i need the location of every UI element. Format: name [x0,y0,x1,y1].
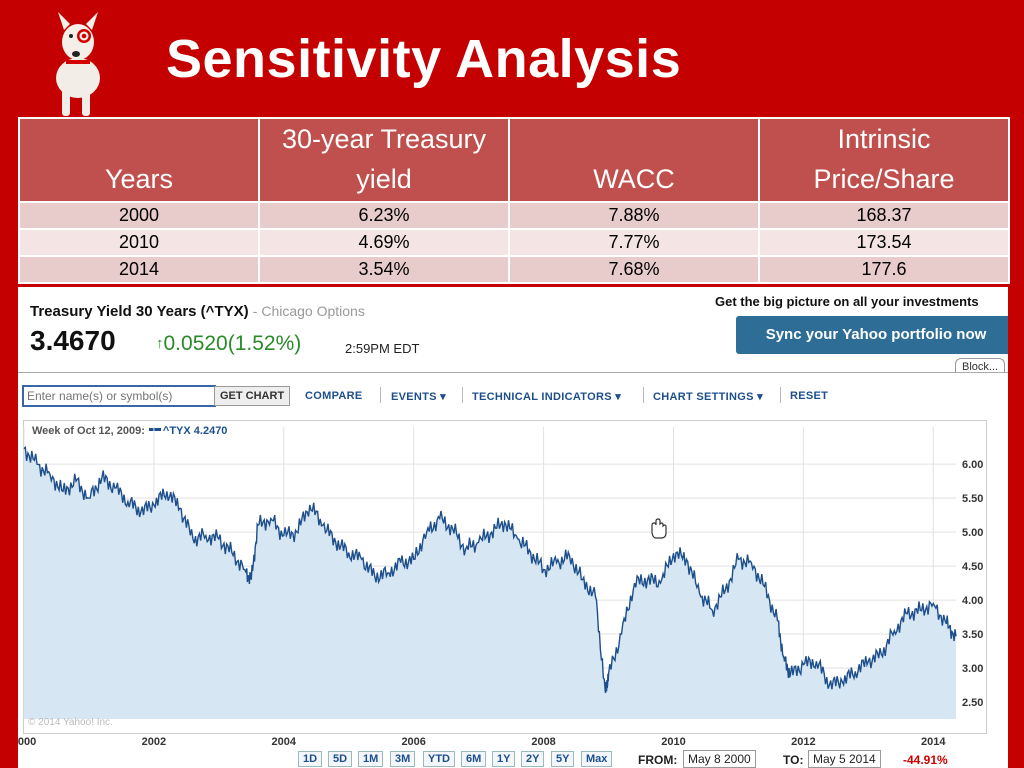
quote-time: 2:59PM EDT [345,341,420,356]
x-tick-label: 2010 [661,736,685,748]
cell-year: 2010 [18,228,260,257]
cell-wacc: 7.88% [508,201,760,230]
table-row: 2010 4.69% 7.77% 173.54 [18,228,1010,257]
sensitivity-table: Years 30-year Treasury yield WACC Intrin… [18,117,1010,284]
cell-price: 173.54 [758,228,1010,257]
y-tick-label: 6.00 [962,459,983,471]
caret-down-icon: ▾ [757,391,763,403]
y-tick-label: 3.00 [962,663,983,675]
copyright: © 2014 Yahoo! Inc. [28,717,113,728]
range-5d[interactable]: 5D [328,751,353,767]
series-swatch [148,428,161,431]
series-line [23,445,957,694]
range-bar: 1D 5D 1M 3M YTD 6M 1Y 2Y 5Y Max FROM: Ma… [18,749,1008,768]
quote-source: - Chicago Options [252,303,365,319]
cell-year: 2000 [18,201,260,230]
toolbar-divider [643,387,644,403]
week-label: Week of Oct 12, 2009: [32,425,145,437]
table-row: 2014 3.54% 7.68% 177.6 [18,255,1010,284]
range-ytd[interactable]: YTD [423,751,455,767]
range-6m[interactable]: 6M [461,751,487,767]
x-tick-label: 2002 [142,736,166,748]
cell-year: 2014 [18,255,260,284]
events-menu[interactable]: EVENTS ▾ [391,390,446,403]
range-5y[interactable]: 5Y [551,751,575,767]
header-wacc: WACC [508,117,760,203]
block-tab[interactable]: Block... [955,358,1006,375]
range-1y[interactable]: 1Y [492,751,516,767]
change-value: 0.0520 [163,332,228,355]
quote-name: Treasury Yield 30 Years (^TYX) [30,303,249,320]
settings-label: CHART SETTINGS [653,391,754,403]
reset-button[interactable]: RESET [790,390,829,402]
chart-settings-menu[interactable]: CHART SETTINGS ▾ [653,390,763,403]
y-tick-label: 4.50 [962,561,983,573]
cell-yield: 4.69% [258,228,510,257]
chart-toolbar: GET CHART COMPARE EVENTS ▾ TECHNICAL IND… [18,372,1008,417]
caret-down-icon: ▾ [440,391,446,403]
toolbar-divider [462,387,463,403]
y-tick-label: 4.00 [962,595,983,607]
header-intrinsic-price: Intrinsic Price/Share [758,117,1010,203]
to-date-input[interactable]: May 5 2014 [808,750,881,768]
series-label: ^TYX 4.2470 [162,425,228,437]
sync-portfolio-button[interactable]: Sync your Yahoo portfolio now [736,316,1008,354]
y-tick-label: 5.00 [962,527,983,539]
range-1m[interactable]: 1M [358,751,384,767]
header-treasury-yield: 30-year Treasury yield [258,117,510,203]
quote-price: 3.4670 [30,325,116,356]
y-tick-label: 5.50 [962,493,983,505]
page-edge [988,416,1008,756]
change-percent: (1.52%) [227,332,302,355]
promo-text: Get the big picture on all your investme… [715,294,979,309]
treasury-yield-chart[interactable]: 2.50 3.00 3.50 4.00 4.50 5.00 5.50 6.00 2000 2002… [18,287,1008,768]
range-max[interactable]: Max [581,751,613,767]
x-tick-label: 2014 [921,736,946,748]
range-3m[interactable]: 3M [390,751,416,767]
period-change: -44.91% [903,753,948,767]
symbol-input[interactable] [22,385,216,407]
cell-yield: 6.23% [258,201,510,230]
series-area [24,447,956,719]
range-1d[interactable]: 1D [298,751,323,767]
compare-menu[interactable]: COMPARE [305,390,363,402]
cell-wacc: 7.77% [508,228,760,257]
arrow-up-icon: ↑ [156,335,164,352]
header-years: Years [18,117,260,203]
x-tick-label: 2004 [272,736,297,748]
bullseye-dog-mascot [56,12,100,116]
x-tick-label: 2000 [18,736,36,748]
table-row: 2000 6.23% 7.88% 168.37 [18,201,1010,230]
hand-cursor-icon [651,518,667,539]
cell-yield: 3.54% [258,255,510,284]
x-tick-label: 2012 [791,736,815,748]
technical-indicators-menu[interactable]: TECHNICAL INDICATORS ▾ [472,390,621,403]
technical-label: TECHNICAL INDICATORS [472,391,612,403]
x-tick-label: 2006 [401,736,425,748]
x-tick-label: 2008 [531,736,555,748]
events-label: EVENTS [391,391,437,403]
cell-wacc: 7.68% [508,255,760,284]
caret-down-icon: ▾ [615,391,622,403]
toolbar-divider [780,387,781,403]
cell-price: 177.6 [758,255,1010,284]
toolbar-divider [380,387,381,403]
range-2y[interactable]: 2Y [521,751,545,767]
from-date-input[interactable]: May 8 2000 [683,750,756,768]
from-label: FROM: [638,753,678,767]
cell-price: 168.37 [758,201,1010,230]
yahoo-finance-screenshot: Treasury Yield 30 Years (^TYX) - Chicago… [18,287,1008,768]
quote-change: ↑0.0520(1.52%) [156,332,301,356]
get-chart-button[interactable]: GET CHART [214,386,291,406]
y-tick-label: 2.50 [962,697,983,709]
to-label: TO: [783,753,804,767]
chart-legend: Week of Oct 12, 2009: ^TYX 4.2470 [32,425,227,437]
slide-title: Sensitivity Analysis [166,29,682,89]
y-tick-label: 3.50 [962,629,983,641]
